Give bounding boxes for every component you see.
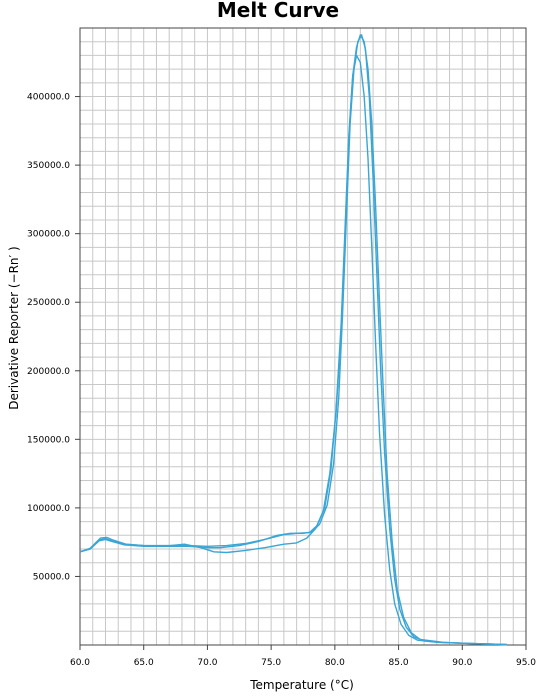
x-tick-label: 75.0 (261, 658, 281, 668)
y-tick-label: 100000.0 (27, 504, 70, 514)
x-tick-label: 90.0 (452, 658, 472, 668)
series-layer (79, 34, 507, 646)
y-tick-label: 350000.0 (27, 161, 70, 171)
x-tick-label: 80.0 (325, 658, 345, 668)
x-tick-label: 65.0 (134, 658, 154, 668)
y-axis-ticks: 50000.0 100000.0 150000.0 200000.0 250000.0 3… (27, 93, 80, 582)
x-tick-label: 95.0 (516, 658, 536, 668)
grid (79, 27, 527, 646)
x-axis-label: Temperature (°C) (249, 678, 354, 692)
plot-frame (79, 27, 527, 646)
y-tick-label: 50000.0 (33, 572, 70, 582)
y-axis-label: Derivative Reporter (−Rn′ ) (7, 246, 21, 410)
chart-title: Melt Curve (217, 0, 339, 22)
y-tick-label: 250000.0 (27, 298, 70, 308)
melt-curve-line-3 (79, 34, 507, 646)
plot-border (79, 27, 527, 646)
x-tick-label: 85.0 (389, 658, 409, 668)
x-tick-label: 60.0 (70, 658, 90, 668)
y-tick-label: 150000.0 (27, 435, 70, 445)
y-tick-label: 200000.0 (27, 367, 70, 377)
y-tick-label: 300000.0 (27, 230, 70, 240)
x-axis-ticks: 60.0 65.0 70.0 75.0 80.0 85.0 90.0 95.0 (70, 645, 536, 668)
x-tick-label: 70.0 (197, 658, 217, 668)
y-tick-label: 400000.0 (27, 93, 70, 103)
